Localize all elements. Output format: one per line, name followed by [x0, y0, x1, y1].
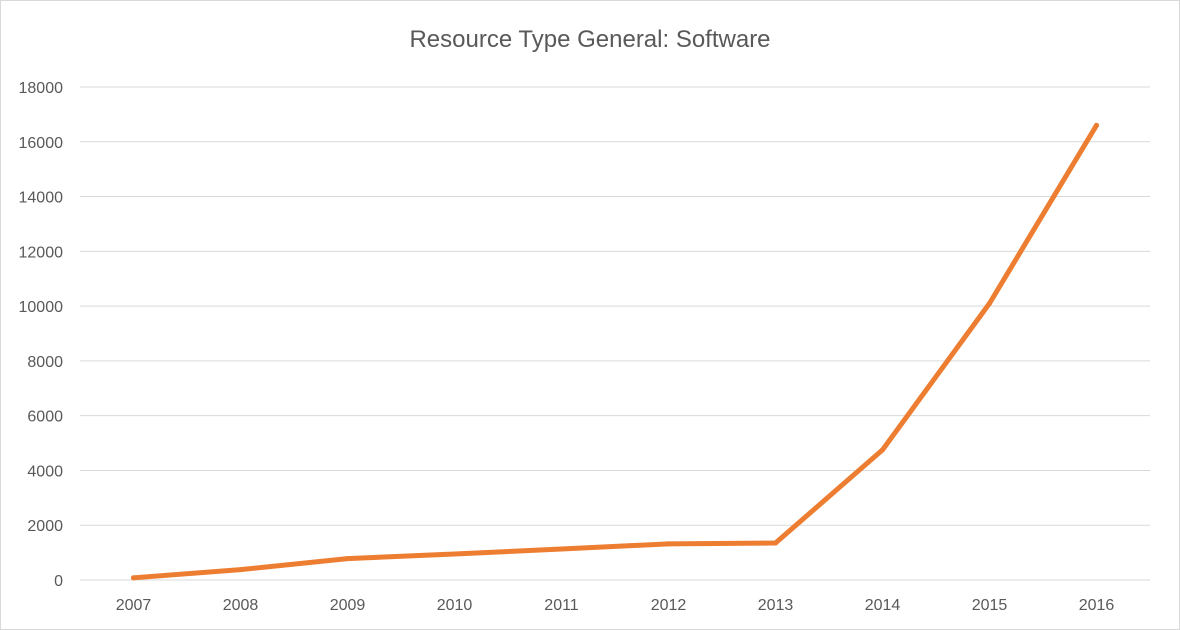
gridlines [80, 86, 1150, 581]
x-tick-label: 2010 [437, 597, 473, 614]
x-tick-label: 2013 [758, 597, 794, 614]
x-tick-label: 2016 [1079, 597, 1115, 614]
data-point-2014 [880, 447, 885, 453]
y-tick-labels: 0 2000 4000 6000 8000 10000 12000 14000 16000 180… [19, 80, 64, 590]
x-tick-label: 2011 [544, 597, 579, 614]
x-tick-label: 2007 [116, 597, 152, 614]
x-tick-label: 2014 [865, 597, 901, 614]
y-tick-label: 16000 [19, 135, 64, 152]
y-tick-label: 18000 [19, 80, 64, 97]
x-tick-label: 2012 [651, 597, 687, 614]
y-tick-label: 4000 [27, 463, 63, 480]
y-tick-label: 8000 [27, 354, 63, 371]
x-tick-label: 2015 [972, 597, 1008, 614]
series-line [131, 122, 1099, 581]
x-tick-labels: 2007 2008 2009 2010 2011 2012 2013 2014 2015 2016 [116, 597, 1115, 614]
y-tick-label: 12000 [19, 244, 64, 261]
data-point-2015 [987, 300, 992, 306]
series-layer [131, 122, 1099, 581]
data-point-2009 [345, 556, 350, 562]
data-point-2013 [773, 540, 778, 546]
x-tick-label: 2008 [223, 597, 259, 614]
data-point-2007 [131, 575, 136, 581]
chart-title: Resource Type General: Software [409, 26, 771, 53]
y-tick-label: 10000 [19, 299, 64, 316]
data-point-2011 [559, 546, 564, 552]
y-tick-label: 2000 [27, 518, 63, 535]
y-tick-label: 6000 [27, 409, 63, 426]
x-tick-label: 2009 [330, 597, 366, 614]
y-tick-label: 0 [54, 573, 63, 590]
y-tick-label: 14000 [19, 190, 64, 207]
data-point-2012 [666, 541, 671, 547]
data-point-2016 [1094, 122, 1099, 128]
data-point-2010 [452, 551, 457, 557]
data-point-2008 [238, 567, 243, 573]
